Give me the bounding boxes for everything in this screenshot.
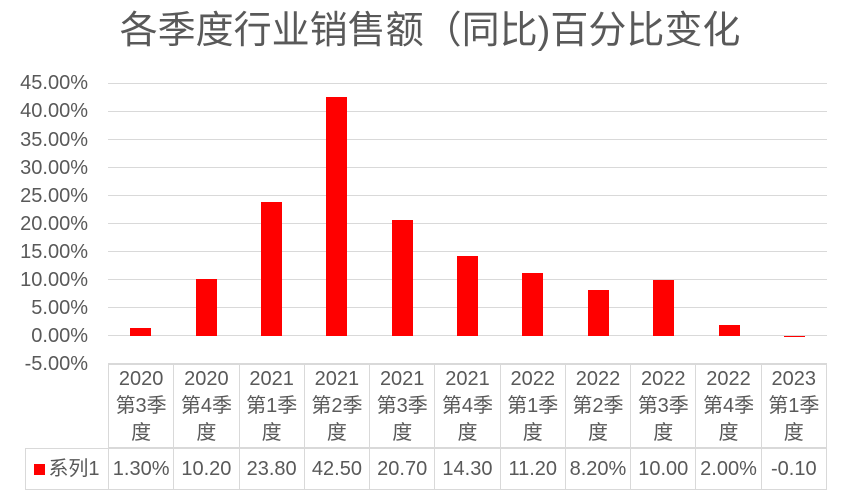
data-table-value-row: 系列1 1.30% 10.20 23.80 42.50 20.70 14.30 11.20 8.… xyxy=(25,448,827,490)
y-axis-tick-label: 35.00% xyxy=(20,128,88,151)
table-header-cell: 2021 第4季 度 xyxy=(435,365,501,447)
legend-cell: 系列1 xyxy=(26,449,109,489)
bar-2020第4季度 xyxy=(195,278,217,336)
y-axis-tick-label: 10.00% xyxy=(20,268,88,291)
bar-2022第4季度 xyxy=(718,324,740,336)
table-value-cell: 2.00% xyxy=(696,449,762,489)
y-axis-tick-label: 45.00% xyxy=(20,72,88,95)
gridline xyxy=(108,223,827,225)
bar-2022第3季度 xyxy=(653,279,675,336)
y-axis-tick-label: 25.00% xyxy=(20,184,88,207)
gridline xyxy=(108,167,827,168)
gridline xyxy=(108,251,827,253)
table-header-cell: 2021 第3季 度 xyxy=(370,365,436,447)
gridline xyxy=(108,363,827,365)
table-value-cell: 8.20% xyxy=(566,449,632,489)
y-axis-tick-label: 0.00% xyxy=(31,324,88,347)
table-value-cell: 10.20 xyxy=(174,449,240,489)
bar-2021第2季度 xyxy=(326,97,348,336)
table-value-cell: 11.20 xyxy=(501,449,566,489)
bar-2022第1季度 xyxy=(522,272,544,336)
legend-swatch-icon xyxy=(34,463,46,475)
table-value-cell: -0.10 xyxy=(770,458,817,480)
table-header-cell: 2023 第1季 度 xyxy=(768,368,820,444)
table-header-cell: 2021 第2季 度 xyxy=(305,365,371,447)
y-axis-tick-label: 5.00% xyxy=(31,296,88,319)
table-header-cell: 2022 第3季 度 xyxy=(631,365,697,447)
gridline xyxy=(108,82,827,84)
table-header-cell: 2020 第4季 度 xyxy=(174,365,240,447)
gridline xyxy=(108,139,827,140)
y-axis-tick-label: 15.00% xyxy=(20,240,88,263)
table-value-cell: 20.70 xyxy=(370,449,436,489)
gridline xyxy=(108,110,827,112)
chart-title: 各季度行业销售额（同比)百分比变化 xyxy=(119,10,741,52)
bar-2021第4季度 xyxy=(457,255,478,336)
bar-2021第3季度 xyxy=(391,219,413,336)
y-axis-tick-label: 20.00% xyxy=(20,212,88,235)
table-value-cell: 42.50 xyxy=(305,449,371,489)
y-axis-tick-label: 40.00% xyxy=(20,100,88,123)
y-axis-tick-label: 30.00% xyxy=(20,156,88,179)
data-table-header-row: 2020 第3季 度 2020 第4季 度 2021 第1季 度 2021 第2季 度… xyxy=(108,364,827,448)
gridline xyxy=(108,335,827,337)
table-header-cell: 2022 第4季 度 xyxy=(696,365,762,447)
bar-2020第3季度 xyxy=(130,328,152,336)
table-header-cell: 2020 第3季 度 xyxy=(109,365,175,447)
table-value-cell: 10.00 xyxy=(631,449,697,489)
table-value-cell: 23.80 xyxy=(240,449,305,489)
bar-2022第2季度 xyxy=(587,289,609,336)
legend-series-label: 系列1 xyxy=(48,458,100,480)
y-axis-tick-label: -5.00% xyxy=(24,352,88,375)
table-value-cell: 14.30 xyxy=(435,449,501,489)
table-value-cell: 1.30% xyxy=(109,449,175,489)
gridline xyxy=(108,195,827,196)
table-header-cell: 2021 第1季 度 xyxy=(240,365,305,447)
bar-2023第1季度 xyxy=(783,335,805,337)
table-header-cell: 2022 第2季 度 xyxy=(566,365,632,447)
table-header-cell: 2022 第1季 度 xyxy=(501,365,566,447)
bar-2021第1季度 xyxy=(260,202,282,336)
